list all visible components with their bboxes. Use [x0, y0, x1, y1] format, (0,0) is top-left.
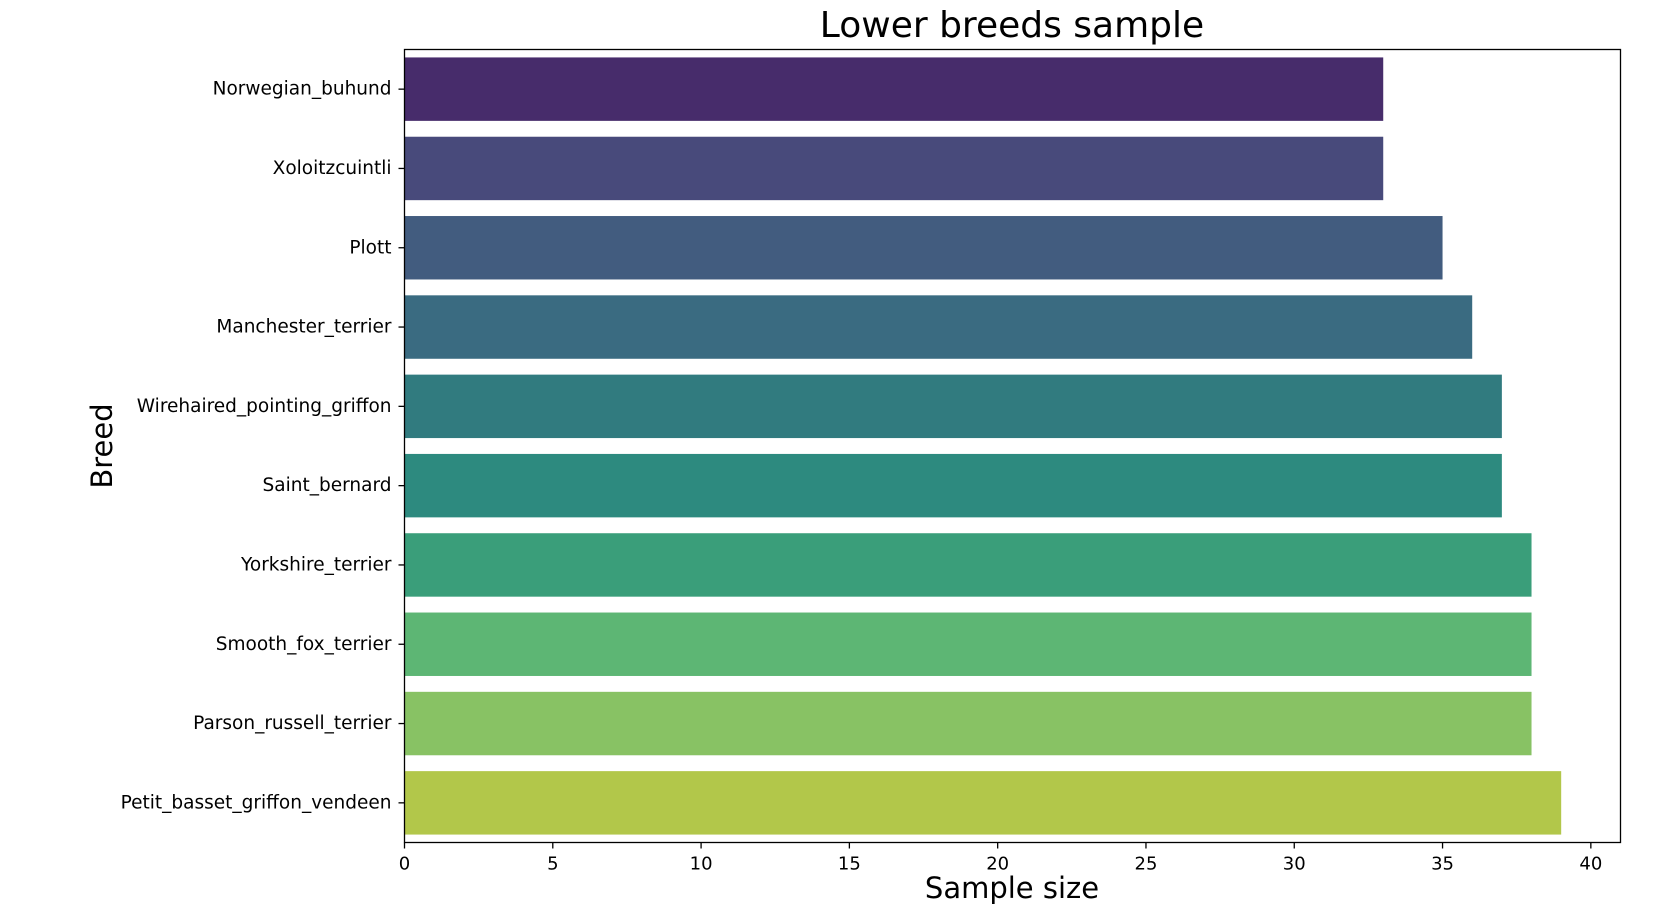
bar-saint-bernard: [404, 453, 1502, 518]
y-tick-label: Saint_bernard: [263, 475, 392, 496]
x-tick-label: 10: [690, 854, 713, 875]
x-tick-label: 20: [986, 854, 1009, 875]
y-tick-label: Parson_russell_terrier: [193, 713, 392, 734]
x-tick-label: 30: [1283, 854, 1306, 875]
y-tick-label: Plott: [349, 237, 391, 258]
bar-wirehaired-pointing-griffon: [404, 374, 1502, 439]
y-tick-label: Petit_basset_griffon_vendeen: [121, 792, 392, 813]
bar-manchester-terrier: [404, 295, 1473, 359]
bar-plott: [404, 216, 1443, 280]
y-tick-label: Wirehaired_pointing_griffon: [137, 396, 392, 417]
bar-yorkshire-terrier: [404, 533, 1532, 597]
bars-layer: [404, 57, 1562, 835]
bar-parson-russell-terrier: [404, 691, 1532, 756]
chart-title: Lower breeds sample: [820, 5, 1204, 46]
plot-frame: [403, 48, 1622, 844]
bar-norwegian-buhund: [404, 57, 1384, 121]
y-tick-label: Smooth_fox_terrier: [216, 634, 392, 655]
bar-xoloitzcuintli: [404, 136, 1384, 201]
x-tick-label: 25: [1135, 854, 1158, 875]
x-tick-label: 35: [1431, 854, 1454, 875]
x-tick-label: 0: [399, 854, 410, 875]
bar-smooth-fox-terrier: [404, 612, 1532, 676]
y-axis-ticks: Norwegian_buhund Xoloitzcuintli Plott Manch…: [121, 79, 405, 813]
x-tick-label: 5: [547, 854, 558, 875]
x-tick-label: 40: [1579, 854, 1602, 875]
x-axis-ticks: 0 5 10 15 20 25 30 35 40: [399, 842, 1602, 875]
y-tick-label: Norwegian_buhund: [213, 79, 392, 100]
y-tick-label: Xoloitzcuintli: [273, 158, 392, 179]
y-axis-label: Breed: [85, 403, 119, 488]
x-axis-label: Sample size: [925, 871, 1099, 905]
bar-petit-basset-griffon-vendeen: [404, 771, 1562, 835]
x-tick-label: 15: [838, 854, 861, 875]
y-tick-label: Yorkshire_terrier: [240, 554, 392, 575]
y-tick-label: Manchester_terrier: [216, 317, 391, 338]
